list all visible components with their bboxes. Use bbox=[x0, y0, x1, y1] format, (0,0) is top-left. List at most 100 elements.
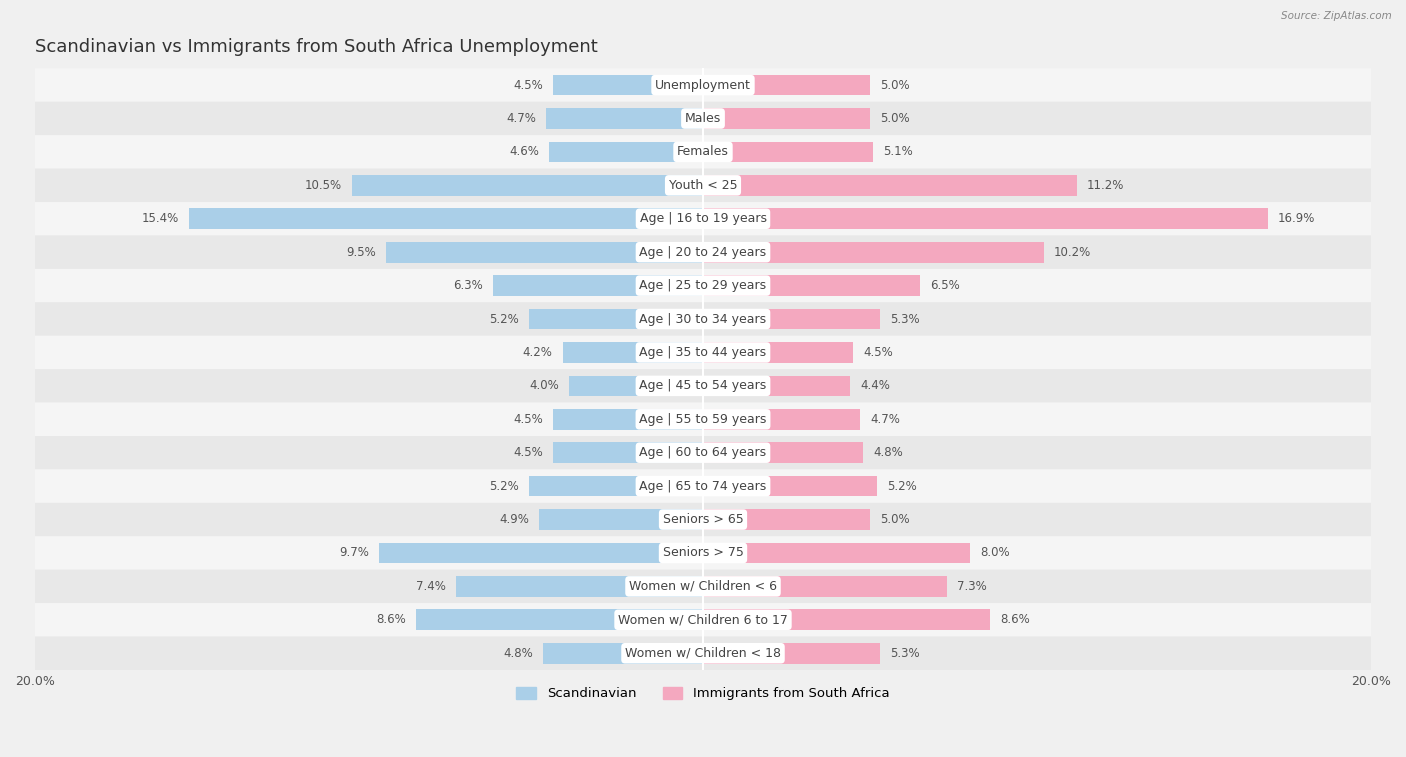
FancyBboxPatch shape bbox=[35, 169, 1371, 202]
Bar bbox=[456, 576, 703, 597]
Text: 10.2%: 10.2% bbox=[1053, 246, 1091, 259]
Text: 4.2%: 4.2% bbox=[523, 346, 553, 359]
Text: 4.7%: 4.7% bbox=[506, 112, 536, 125]
FancyBboxPatch shape bbox=[35, 302, 1371, 336]
Text: 7.3%: 7.3% bbox=[957, 580, 987, 593]
Text: Seniors > 75: Seniors > 75 bbox=[662, 547, 744, 559]
Bar bbox=[703, 309, 880, 329]
Text: Females: Females bbox=[678, 145, 728, 158]
Text: Age | 30 to 34 years: Age | 30 to 34 years bbox=[640, 313, 766, 326]
Bar bbox=[703, 609, 990, 630]
Text: Source: ZipAtlas.com: Source: ZipAtlas.com bbox=[1281, 11, 1392, 21]
Text: 5.2%: 5.2% bbox=[489, 480, 519, 493]
Bar bbox=[703, 241, 1043, 263]
FancyBboxPatch shape bbox=[35, 369, 1371, 403]
Bar bbox=[188, 208, 703, 229]
FancyBboxPatch shape bbox=[35, 436, 1371, 469]
Text: 5.1%: 5.1% bbox=[883, 145, 912, 158]
Text: Age | 25 to 29 years: Age | 25 to 29 years bbox=[640, 279, 766, 292]
Text: 4.8%: 4.8% bbox=[873, 446, 903, 459]
Text: 9.5%: 9.5% bbox=[346, 246, 375, 259]
Text: 5.0%: 5.0% bbox=[880, 79, 910, 92]
Text: Age | 16 to 19 years: Age | 16 to 19 years bbox=[640, 212, 766, 226]
Bar bbox=[380, 543, 703, 563]
FancyBboxPatch shape bbox=[35, 269, 1371, 302]
Text: 4.8%: 4.8% bbox=[503, 646, 533, 660]
Text: 5.3%: 5.3% bbox=[890, 313, 920, 326]
Bar bbox=[529, 309, 703, 329]
Bar bbox=[550, 142, 703, 162]
Bar bbox=[703, 342, 853, 363]
Bar bbox=[703, 276, 920, 296]
Bar bbox=[553, 75, 703, 95]
FancyBboxPatch shape bbox=[35, 570, 1371, 603]
Bar bbox=[703, 75, 870, 95]
Text: 5.2%: 5.2% bbox=[489, 313, 519, 326]
Bar bbox=[703, 442, 863, 463]
FancyBboxPatch shape bbox=[35, 235, 1371, 269]
FancyBboxPatch shape bbox=[35, 536, 1371, 570]
Text: 6.5%: 6.5% bbox=[931, 279, 960, 292]
Text: 10.5%: 10.5% bbox=[305, 179, 342, 192]
Text: 8.0%: 8.0% bbox=[980, 547, 1010, 559]
Text: 16.9%: 16.9% bbox=[1278, 212, 1315, 226]
Bar bbox=[553, 442, 703, 463]
Bar bbox=[703, 375, 851, 396]
Text: Women w/ Children 6 to 17: Women w/ Children 6 to 17 bbox=[619, 613, 787, 626]
Text: Age | 60 to 64 years: Age | 60 to 64 years bbox=[640, 446, 766, 459]
Bar bbox=[703, 643, 880, 664]
Text: Males: Males bbox=[685, 112, 721, 125]
Text: Youth < 25: Youth < 25 bbox=[669, 179, 737, 192]
Text: Age | 55 to 59 years: Age | 55 to 59 years bbox=[640, 413, 766, 425]
Text: 5.0%: 5.0% bbox=[880, 513, 910, 526]
Text: 8.6%: 8.6% bbox=[375, 613, 406, 626]
Text: 9.7%: 9.7% bbox=[339, 547, 368, 559]
Text: 4.6%: 4.6% bbox=[509, 145, 540, 158]
Text: 8.6%: 8.6% bbox=[1000, 613, 1031, 626]
Legend: Scandinavian, Immigrants from South Africa: Scandinavian, Immigrants from South Afri… bbox=[512, 681, 894, 706]
Bar bbox=[703, 142, 873, 162]
Text: 4.5%: 4.5% bbox=[513, 413, 543, 425]
FancyBboxPatch shape bbox=[35, 503, 1371, 536]
Text: Women w/ Children < 18: Women w/ Children < 18 bbox=[626, 646, 780, 660]
FancyBboxPatch shape bbox=[35, 403, 1371, 436]
FancyBboxPatch shape bbox=[35, 603, 1371, 637]
Text: 11.2%: 11.2% bbox=[1087, 179, 1125, 192]
Text: Age | 35 to 44 years: Age | 35 to 44 years bbox=[640, 346, 766, 359]
Bar bbox=[569, 375, 703, 396]
FancyBboxPatch shape bbox=[35, 136, 1371, 169]
Text: Unemployment: Unemployment bbox=[655, 79, 751, 92]
Bar bbox=[703, 509, 870, 530]
Bar bbox=[703, 543, 970, 563]
Text: 5.2%: 5.2% bbox=[887, 480, 917, 493]
Text: 4.5%: 4.5% bbox=[863, 346, 893, 359]
FancyBboxPatch shape bbox=[35, 637, 1371, 670]
Text: 4.9%: 4.9% bbox=[499, 513, 529, 526]
FancyBboxPatch shape bbox=[35, 336, 1371, 369]
Bar bbox=[703, 108, 870, 129]
Bar bbox=[385, 241, 703, 263]
Bar bbox=[353, 175, 703, 196]
Text: Women w/ Children < 6: Women w/ Children < 6 bbox=[628, 580, 778, 593]
Text: 15.4%: 15.4% bbox=[142, 212, 179, 226]
Text: 4.5%: 4.5% bbox=[513, 79, 543, 92]
Text: 5.0%: 5.0% bbox=[880, 112, 910, 125]
Bar bbox=[562, 342, 703, 363]
Bar bbox=[529, 475, 703, 497]
Text: Scandinavian vs Immigrants from South Africa Unemployment: Scandinavian vs Immigrants from South Af… bbox=[35, 38, 598, 56]
Text: 5.3%: 5.3% bbox=[890, 646, 920, 660]
Text: 4.7%: 4.7% bbox=[870, 413, 900, 425]
Text: Age | 20 to 24 years: Age | 20 to 24 years bbox=[640, 246, 766, 259]
Bar bbox=[540, 509, 703, 530]
Bar bbox=[703, 475, 877, 497]
Text: 7.4%: 7.4% bbox=[416, 580, 446, 593]
FancyBboxPatch shape bbox=[35, 202, 1371, 235]
Bar bbox=[703, 576, 946, 597]
Bar bbox=[543, 643, 703, 664]
FancyBboxPatch shape bbox=[35, 469, 1371, 503]
Bar bbox=[416, 609, 703, 630]
Text: Age | 65 to 74 years: Age | 65 to 74 years bbox=[640, 480, 766, 493]
Text: 4.5%: 4.5% bbox=[513, 446, 543, 459]
Text: 6.3%: 6.3% bbox=[453, 279, 482, 292]
FancyBboxPatch shape bbox=[35, 101, 1371, 136]
